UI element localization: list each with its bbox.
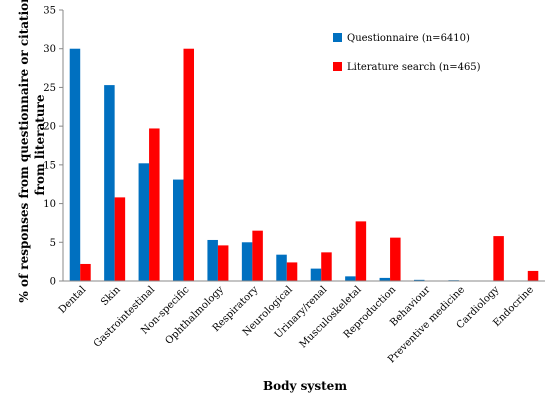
bars	[69, 48, 539, 281]
bar-literature-2	[149, 128, 160, 281]
legend: Questionnaire (n=6410) Literature search …	[333, 33, 481, 73]
y-axis-label-line2: from literature	[33, 94, 47, 195]
y-tick-label: 20	[43, 122, 56, 133]
bar-literature-0	[80, 263, 91, 281]
bar-literature-6	[286, 262, 298, 281]
bar-questionnaire-2	[138, 163, 150, 281]
legend-label: Literature search (n=465)	[347, 62, 481, 73]
bar-questionnaire-6	[276, 254, 287, 281]
legend-label: Questionnaire (n=6410)	[347, 33, 470, 44]
bar-questionnaire-10	[414, 279, 425, 281]
bar-literature-13	[527, 270, 539, 281]
bar-literature-5	[252, 230, 263, 281]
legend-swatch	[333, 62, 342, 71]
bar-questionnaire-7	[310, 268, 322, 281]
y-tick-label: 15	[43, 160, 56, 171]
bar-literature-7	[321, 252, 332, 281]
bar-questionnaire-0	[69, 48, 81, 281]
bar-literature-4	[217, 245, 229, 281]
x-tick-label: Musculoskeletal	[298, 284, 364, 350]
x-tick-label: Ophthalmology	[164, 284, 227, 347]
bar-questionnaire-1	[104, 85, 115, 281]
bar-questionnaire-3	[173, 179, 184, 281]
bar-questionnaire-9	[379, 277, 391, 281]
y-tick-label: 10	[43, 199, 56, 210]
bar-literature-3	[183, 48, 194, 281]
y-tick-label: 35	[43, 6, 56, 17]
x-tick-label: Dental	[57, 284, 89, 316]
x-tick-label: Skin	[99, 284, 123, 308]
y-tick-label: 5	[50, 238, 56, 249]
bar-literature-9	[390, 237, 401, 281]
bar-questionnaire-5	[241, 242, 253, 281]
x-axis: Dental SkinGastrointestinalNon-specificOp…	[57, 280, 545, 365]
legend-swatch	[333, 33, 342, 42]
y-tick-label: 25	[43, 83, 56, 94]
y-axis-label: % of responses from questionnaire or cit…	[17, 0, 47, 303]
y-axis-label-line1: % of responses from questionnaire or cit…	[17, 0, 31, 303]
bar-literature-12	[493, 236, 504, 281]
bar-literature-1	[114, 197, 126, 281]
x-axis-label: Body system	[263, 379, 347, 393]
x-tick-label: Gastrointestinal	[92, 284, 157, 349]
bar-questionnaire-8	[345, 276, 356, 281]
bar-questionnaire-4	[207, 239, 218, 281]
bar-literature-8	[355, 221, 367, 281]
y-tick-label: 0	[50, 277, 56, 288]
y-axis: 0 5 10 15 20 25 30 35	[43, 6, 64, 288]
y-tick-label: 30	[43, 44, 56, 55]
